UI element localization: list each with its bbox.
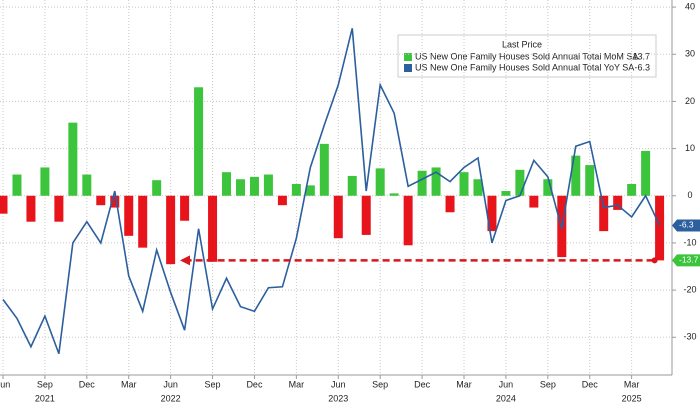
x-tick-label: Jun (163, 379, 178, 389)
x-tick-label: Mar (456, 379, 472, 389)
bar (0, 195, 8, 214)
bar (585, 165, 595, 196)
bar (473, 179, 483, 196)
x-tick-label: Sep (540, 379, 556, 389)
bar (487, 195, 497, 232)
y-tick-label: -10 (683, 237, 696, 247)
bar (110, 195, 120, 208)
x-tick-label: Sep (37, 379, 53, 389)
bar (291, 183, 301, 196)
x-tick-label: Dec (246, 379, 263, 389)
bar (515, 169, 525, 196)
legend-value: -6.3 (634, 62, 650, 72)
bar (417, 170, 427, 196)
y-tick-label: 10 (685, 143, 695, 153)
bar (599, 195, 609, 232)
year-label: 2024 (496, 393, 516, 403)
bar (124, 195, 134, 236)
y-tick-label: 20 (685, 96, 695, 106)
bar (361, 195, 371, 235)
x-tick-label: Sep (372, 379, 388, 389)
x-tick-label: Jun (499, 379, 514, 389)
x-tick-label: Sep (205, 379, 221, 389)
legend: Last Price US New One Family Houses Sold… (397, 34, 657, 78)
bar (12, 174, 22, 196)
bar (194, 87, 204, 196)
legend-swatch (404, 53, 412, 61)
bar (375, 168, 385, 196)
legend-label: US New One Family Houses Sold Annual Tot… (415, 62, 634, 72)
bar (54, 195, 64, 222)
y-tick-label: -30 (683, 332, 696, 342)
year-label: 2023 (328, 393, 348, 403)
bar (431, 167, 441, 196)
line (2, 28, 661, 355)
bar (152, 180, 162, 196)
x-tick-label: Jun (331, 379, 346, 389)
bar (613, 195, 623, 210)
x-tick-label: Dec (79, 379, 96, 389)
x-tick-label: Dec (414, 379, 431, 389)
bar (208, 195, 218, 262)
bar (529, 195, 539, 208)
bar (249, 176, 259, 196)
bar (277, 195, 287, 206)
bar (222, 172, 232, 196)
price-tag: -13.7 (679, 255, 699, 265)
arrow-dot (651, 257, 658, 264)
bar (96, 195, 106, 206)
bar (235, 179, 245, 196)
bar (543, 179, 553, 196)
y-tick-label: 0 (687, 190, 692, 200)
x-tick-label: Mar (624, 379, 640, 389)
price-tag-bg (672, 219, 700, 232)
y-tick-label: -20 (683, 284, 696, 294)
price-tag-bg (672, 254, 700, 267)
bar (166, 195, 176, 265)
bar (655, 195, 665, 261)
bar (459, 172, 469, 196)
bar (501, 191, 511, 196)
x-tick-label: Jun (0, 379, 10, 389)
year-label: 2025 (622, 393, 642, 403)
x-tick-label: Mar (121, 379, 137, 389)
bar (389, 193, 399, 196)
y-tick-label: 30 (685, 49, 695, 59)
legend-value: -13.7 (629, 51, 650, 61)
arrow-head (180, 255, 190, 266)
bar (68, 122, 78, 196)
bar (180, 195, 190, 221)
year-label: 2021 (35, 393, 55, 403)
bar (333, 195, 343, 239)
bar (641, 150, 651, 196)
bar (26, 195, 36, 222)
x-tick-label: Dec (582, 379, 599, 389)
bar (319, 143, 329, 196)
legend-title: Last Price (502, 39, 542, 49)
bar (40, 167, 50, 196)
legend-label: US New One Family Houses Sold Annual Tot… (415, 51, 638, 61)
legend-box (397, 34, 657, 78)
bar (627, 183, 637, 196)
bar (138, 195, 148, 248)
legend-swatch (404, 64, 412, 72)
bar (263, 174, 273, 196)
x-tick-label: Mar (289, 379, 305, 389)
bar (403, 195, 413, 246)
year-label: 2022 (161, 393, 181, 403)
bar (347, 175, 357, 196)
bar (445, 195, 455, 213)
bar (305, 185, 315, 196)
bar (571, 155, 581, 196)
bar (82, 174, 92, 196)
y-tick-label: 40 (685, 1, 695, 11)
price-tag: -6.3 (679, 220, 694, 230)
